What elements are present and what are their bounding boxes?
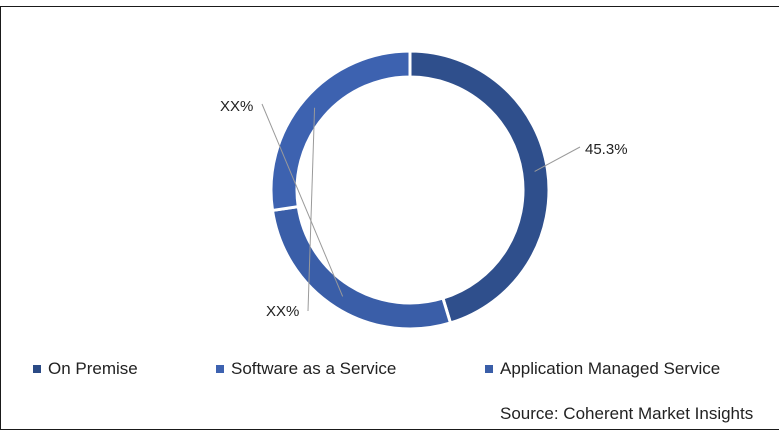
data-label-saas: XX% — [220, 98, 253, 115]
legend-label-application-managed: Application Managed Service — [500, 359, 721, 378]
legend-swatch-application-managed — [485, 365, 493, 373]
slice-application-managed — [408, 49, 551, 325]
legend-item-application-managed: Application Managed Service — [485, 359, 720, 379]
slice-on-premise — [269, 49, 412, 213]
leader-on-premise — [307, 107, 316, 312]
legend-label-saas: Software as a Service — [231, 359, 397, 378]
label-leader-lines — [261, 103, 581, 312]
legend-label-on-premise: On Premise — [48, 359, 138, 378]
data-label-on-premise: XX% — [266, 303, 299, 320]
donut-slices — [269, 49, 551, 331]
legend-swatch-on-premise — [33, 365, 41, 373]
legend-item-saas: Software as a Service — [216, 359, 396, 379]
source-note: Source: Coherent Market Insights — [500, 404, 754, 423]
leader-application-managed — [534, 146, 581, 172]
legend-item-on-premise: On Premise — [33, 359, 138, 379]
chart-legend: On Premise Software as a Service Applica… — [33, 359, 780, 381]
legend-swatch-saas — [216, 365, 224, 373]
leader-saas — [261, 103, 344, 297]
data-label-application-managed: 45.3% — [585, 141, 628, 158]
